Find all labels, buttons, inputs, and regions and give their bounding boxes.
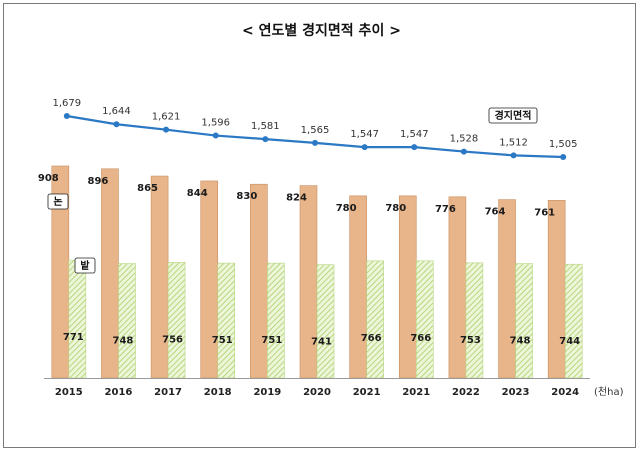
bar-label-rice: 764	[485, 207, 506, 218]
line-point	[411, 144, 418, 151]
line-total	[66, 114, 564, 159]
bar-label-field: 741	[311, 337, 332, 348]
line-point	[63, 113, 70, 119]
line-point-label: 1,528	[450, 134, 479, 145]
bar-field	[118, 263, 136, 379]
legend-field: 밭	[80, 259, 90, 272]
bar-label-rice: 865	[137, 183, 158, 194]
x-tick-label: 2016	[105, 387, 133, 398]
x-tick-label: 2022	[452, 387, 480, 398]
legend-total-box	[488, 107, 538, 124]
bar-rice	[299, 185, 318, 379]
bar-label-field: 766	[361, 333, 382, 344]
bar-label-rice: 776	[435, 204, 456, 215]
bar-rice	[498, 199, 516, 379]
bar-rice	[200, 180, 219, 379]
legend-total: 경지면적	[495, 109, 532, 122]
line-point-label: 1,679	[52, 98, 81, 109]
line-point-label: 1,512	[499, 137, 528, 148]
line-point	[560, 154, 567, 160]
x-tick-label: 2021	[353, 387, 381, 398]
bar-rice	[101, 168, 119, 379]
x-tick-label: 2021	[402, 387, 430, 398]
bar-field	[217, 262, 236, 379]
bar-label-rice: 780	[336, 203, 357, 214]
bar-field	[366, 260, 384, 379]
bar-label-rice: 896	[88, 176, 109, 187]
bar-rice	[547, 200, 566, 379]
x-tick-label: 2018	[204, 387, 232, 398]
chart-title: < 연도별 경지면적 추이 >	[242, 23, 401, 39]
line-point-label: 1,547	[400, 129, 429, 140]
legend-rice: 논	[53, 196, 62, 208]
unit-label: (천ha)	[594, 386, 624, 398]
bar-field	[515, 263, 533, 379]
line-point-label: 1,596	[201, 118, 230, 129]
bar-label-field: 748	[510, 336, 531, 347]
x-tick-label: 2024	[551, 387, 579, 398]
bar-field	[167, 262, 186, 379]
bar-rice	[448, 196, 467, 379]
bar-label-field: 771	[63, 332, 84, 343]
bar-label-rice: 780	[385, 203, 406, 214]
bar-label-field: 756	[162, 334, 183, 345]
x-tick-label: 2023	[502, 387, 530, 398]
bar-field	[564, 263, 583, 379]
bar-label-field: 751	[212, 335, 233, 346]
x-tick-label: 2020	[303, 387, 331, 398]
bar-label-field: 766	[410, 333, 431, 344]
bar-rice	[349, 195, 367, 379]
bar-rice	[150, 175, 169, 379]
line-point	[262, 136, 269, 143]
line-point	[113, 121, 120, 128]
bar-label-field: 744	[559, 336, 580, 347]
line-point-label: 1,621	[152, 112, 181, 123]
legend-field-box	[74, 257, 96, 274]
bar-rice	[250, 183, 268, 379]
bar-field	[465, 262, 484, 379]
bar-label-rice: 844	[187, 188, 208, 199]
bar-label-rice: 830	[236, 191, 257, 202]
x-tick-label: 2017	[154, 387, 182, 398]
bar-label-rice: 761	[534, 207, 555, 218]
line-point	[361, 144, 368, 151]
line-point	[212, 132, 219, 139]
line-point-label: 1,565	[301, 125, 330, 136]
bar-field	[415, 260, 434, 379]
line-point-label: 1,547	[350, 129, 379, 140]
line-point	[163, 126, 170, 133]
bar-label-field: 753	[460, 335, 481, 346]
bar-field	[267, 262, 285, 379]
bar-rice	[398, 195, 417, 379]
bar-label-rice: 908	[38, 173, 59, 184]
line-point	[312, 139, 318, 146]
line-point-label: 1,581	[251, 121, 280, 132]
bar-field	[316, 264, 335, 379]
line-point	[460, 148, 467, 155]
bar-label-field: 751	[261, 335, 282, 346]
bar-field	[68, 259, 87, 379]
x-tick-label: 2015	[55, 387, 83, 398]
bar-label-rice: 824	[286, 193, 307, 204]
x-tick-label: 2019	[253, 387, 281, 398]
line-point-label: 1,505	[549, 139, 578, 150]
line-point-label: 1,644	[102, 106, 131, 117]
legend-rice-box	[47, 193, 69, 210]
line-point	[510, 152, 517, 159]
bar-label-field: 748	[113, 336, 134, 347]
